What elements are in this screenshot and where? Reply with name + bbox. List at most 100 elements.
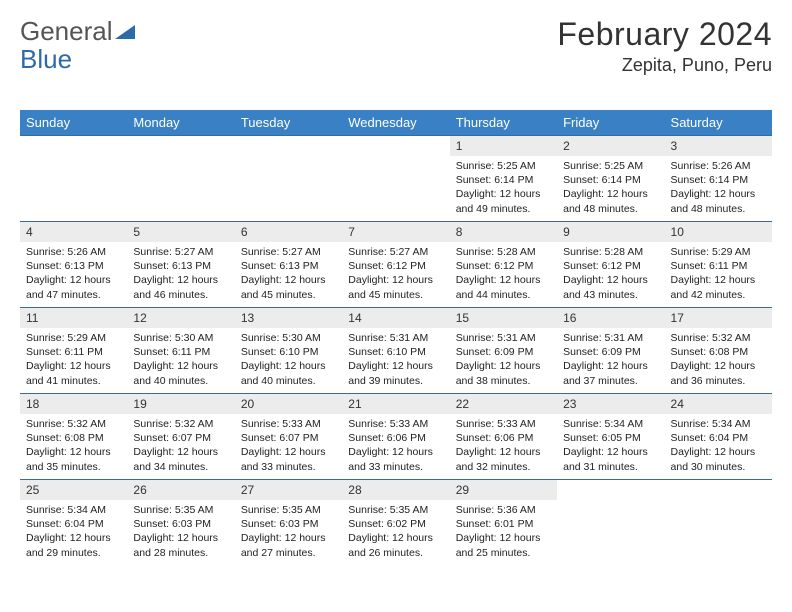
day-number: 1	[450, 136, 557, 156]
sunset-text: Sunset: 6:06 PM	[456, 431, 551, 445]
logo: General	[20, 16, 139, 47]
calendar-day-cell: 27Sunrise: 5:35 AMSunset: 6:03 PMDayligh…	[235, 480, 342, 566]
day-details: Sunrise: 5:35 AMSunset: 6:02 PMDaylight:…	[342, 500, 449, 564]
dayname-fri: Friday	[557, 110, 664, 136]
calendar-day-cell: 16Sunrise: 5:31 AMSunset: 6:09 PMDayligh…	[557, 308, 664, 394]
day-number: 16	[557, 308, 664, 328]
sunrise-text: Sunrise: 5:35 AM	[241, 503, 336, 517]
daylight-text: Daylight: 12 hours and 41 minutes.	[26, 359, 121, 387]
day-number	[557, 480, 664, 486]
daylight-text: Daylight: 12 hours and 46 minutes.	[133, 273, 228, 301]
sunset-text: Sunset: 6:13 PM	[241, 259, 336, 273]
calendar-week-row: 11Sunrise: 5:29 AMSunset: 6:11 PMDayligh…	[20, 308, 772, 394]
sunset-text: Sunset: 6:01 PM	[456, 517, 551, 531]
sunrise-text: Sunrise: 5:28 AM	[563, 245, 658, 259]
day-details: Sunrise: 5:30 AMSunset: 6:10 PMDaylight:…	[235, 328, 342, 392]
daylight-text: Daylight: 12 hours and 25 minutes.	[456, 531, 551, 559]
sunrise-text: Sunrise: 5:27 AM	[241, 245, 336, 259]
sunset-text: Sunset: 6:14 PM	[456, 173, 551, 187]
sunrise-text: Sunrise: 5:32 AM	[26, 417, 121, 431]
sunrise-text: Sunrise: 5:34 AM	[671, 417, 766, 431]
day-details: Sunrise: 5:27 AMSunset: 6:12 PMDaylight:…	[342, 242, 449, 306]
sunset-text: Sunset: 6:12 PM	[563, 259, 658, 273]
day-number	[127, 136, 234, 142]
daylight-text: Daylight: 12 hours and 48 minutes.	[563, 187, 658, 215]
sunset-text: Sunset: 6:04 PM	[671, 431, 766, 445]
daylight-text: Daylight: 12 hours and 28 minutes.	[133, 531, 228, 559]
day-number: 25	[20, 480, 127, 500]
day-details: Sunrise: 5:30 AMSunset: 6:11 PMDaylight:…	[127, 328, 234, 392]
calendar-body: 1Sunrise: 5:25 AMSunset: 6:14 PMDaylight…	[20, 136, 772, 566]
daylight-text: Daylight: 12 hours and 30 minutes.	[671, 445, 766, 473]
day-number: 12	[127, 308, 234, 328]
calendar-day-cell: 7Sunrise: 5:27 AMSunset: 6:12 PMDaylight…	[342, 222, 449, 308]
sunrise-text: Sunrise: 5:27 AM	[133, 245, 228, 259]
dayname-sat: Saturday	[665, 110, 772, 136]
day-details: Sunrise: 5:34 AMSunset: 6:04 PMDaylight:…	[20, 500, 127, 564]
dayname-wed: Wednesday	[342, 110, 449, 136]
day-number: 3	[665, 136, 772, 156]
day-details: Sunrise: 5:26 AMSunset: 6:13 PMDaylight:…	[20, 242, 127, 306]
day-details: Sunrise: 5:33 AMSunset: 6:06 PMDaylight:…	[342, 414, 449, 478]
day-details: Sunrise: 5:35 AMSunset: 6:03 PMDaylight:…	[235, 500, 342, 564]
calendar-day-cell: 1Sunrise: 5:25 AMSunset: 6:14 PMDaylight…	[450, 136, 557, 222]
calendar-day-cell: 22Sunrise: 5:33 AMSunset: 6:06 PMDayligh…	[450, 394, 557, 480]
day-number: 6	[235, 222, 342, 242]
sunrise-text: Sunrise: 5:30 AM	[133, 331, 228, 345]
calendar-day-cell	[665, 480, 772, 566]
sunset-text: Sunset: 6:10 PM	[348, 345, 443, 359]
day-number: 15	[450, 308, 557, 328]
day-header-row: Sunday Monday Tuesday Wednesday Thursday…	[20, 110, 772, 136]
day-number: 19	[127, 394, 234, 414]
calendar-day-cell: 20Sunrise: 5:33 AMSunset: 6:07 PMDayligh…	[235, 394, 342, 480]
calendar-day-cell	[342, 136, 449, 222]
day-details: Sunrise: 5:29 AMSunset: 6:11 PMDaylight:…	[20, 328, 127, 392]
calendar-day-cell: 5Sunrise: 5:27 AMSunset: 6:13 PMDaylight…	[127, 222, 234, 308]
day-details: Sunrise: 5:31 AMSunset: 6:10 PMDaylight:…	[342, 328, 449, 392]
dayname-sun: Sunday	[20, 110, 127, 136]
day-details: Sunrise: 5:27 AMSunset: 6:13 PMDaylight:…	[127, 242, 234, 306]
day-number: 23	[557, 394, 664, 414]
location-text: Zepita, Puno, Peru	[557, 55, 772, 76]
day-details: Sunrise: 5:33 AMSunset: 6:06 PMDaylight:…	[450, 414, 557, 478]
daylight-text: Daylight: 12 hours and 31 minutes.	[563, 445, 658, 473]
calendar-day-cell: 2Sunrise: 5:25 AMSunset: 6:14 PMDaylight…	[557, 136, 664, 222]
sunrise-text: Sunrise: 5:34 AM	[563, 417, 658, 431]
daylight-text: Daylight: 12 hours and 36 minutes.	[671, 359, 766, 387]
daylight-text: Daylight: 12 hours and 40 minutes.	[241, 359, 336, 387]
day-number: 18	[20, 394, 127, 414]
sunset-text: Sunset: 6:14 PM	[563, 173, 658, 187]
day-details: Sunrise: 5:33 AMSunset: 6:07 PMDaylight:…	[235, 414, 342, 478]
sunrise-text: Sunrise: 5:34 AM	[26, 503, 121, 517]
day-number: 24	[665, 394, 772, 414]
sunrise-text: Sunrise: 5:26 AM	[26, 245, 121, 259]
day-details: Sunrise: 5:31 AMSunset: 6:09 PMDaylight:…	[557, 328, 664, 392]
day-details: Sunrise: 5:28 AMSunset: 6:12 PMDaylight:…	[450, 242, 557, 306]
daylight-text: Daylight: 12 hours and 38 minutes.	[456, 359, 551, 387]
sunset-text: Sunset: 6:13 PM	[26, 259, 121, 273]
day-details: Sunrise: 5:25 AMSunset: 6:14 PMDaylight:…	[557, 156, 664, 220]
calendar-day-cell: 23Sunrise: 5:34 AMSunset: 6:05 PMDayligh…	[557, 394, 664, 480]
day-number: 13	[235, 308, 342, 328]
day-number	[235, 136, 342, 142]
sunset-text: Sunset: 6:13 PM	[133, 259, 228, 273]
day-number: 21	[342, 394, 449, 414]
header: General February 2024 Zepita, Puno, Peru	[20, 16, 772, 76]
day-details: Sunrise: 5:32 AMSunset: 6:08 PMDaylight:…	[665, 328, 772, 392]
sunrise-text: Sunrise: 5:31 AM	[456, 331, 551, 345]
day-number: 5	[127, 222, 234, 242]
day-number: 11	[20, 308, 127, 328]
daylight-text: Daylight: 12 hours and 39 minutes.	[348, 359, 443, 387]
dayname-thu: Thursday	[450, 110, 557, 136]
daylight-text: Daylight: 12 hours and 27 minutes.	[241, 531, 336, 559]
sunrise-text: Sunrise: 5:32 AM	[133, 417, 228, 431]
day-number: 29	[450, 480, 557, 500]
sunrise-text: Sunrise: 5:33 AM	[456, 417, 551, 431]
day-number: 14	[342, 308, 449, 328]
daylight-text: Daylight: 12 hours and 32 minutes.	[456, 445, 551, 473]
sunrise-text: Sunrise: 5:35 AM	[348, 503, 443, 517]
calendar-day-cell: 14Sunrise: 5:31 AMSunset: 6:10 PMDayligh…	[342, 308, 449, 394]
calendar-day-cell: 9Sunrise: 5:28 AMSunset: 6:12 PMDaylight…	[557, 222, 664, 308]
sunrise-text: Sunrise: 5:31 AM	[563, 331, 658, 345]
day-number: 22	[450, 394, 557, 414]
